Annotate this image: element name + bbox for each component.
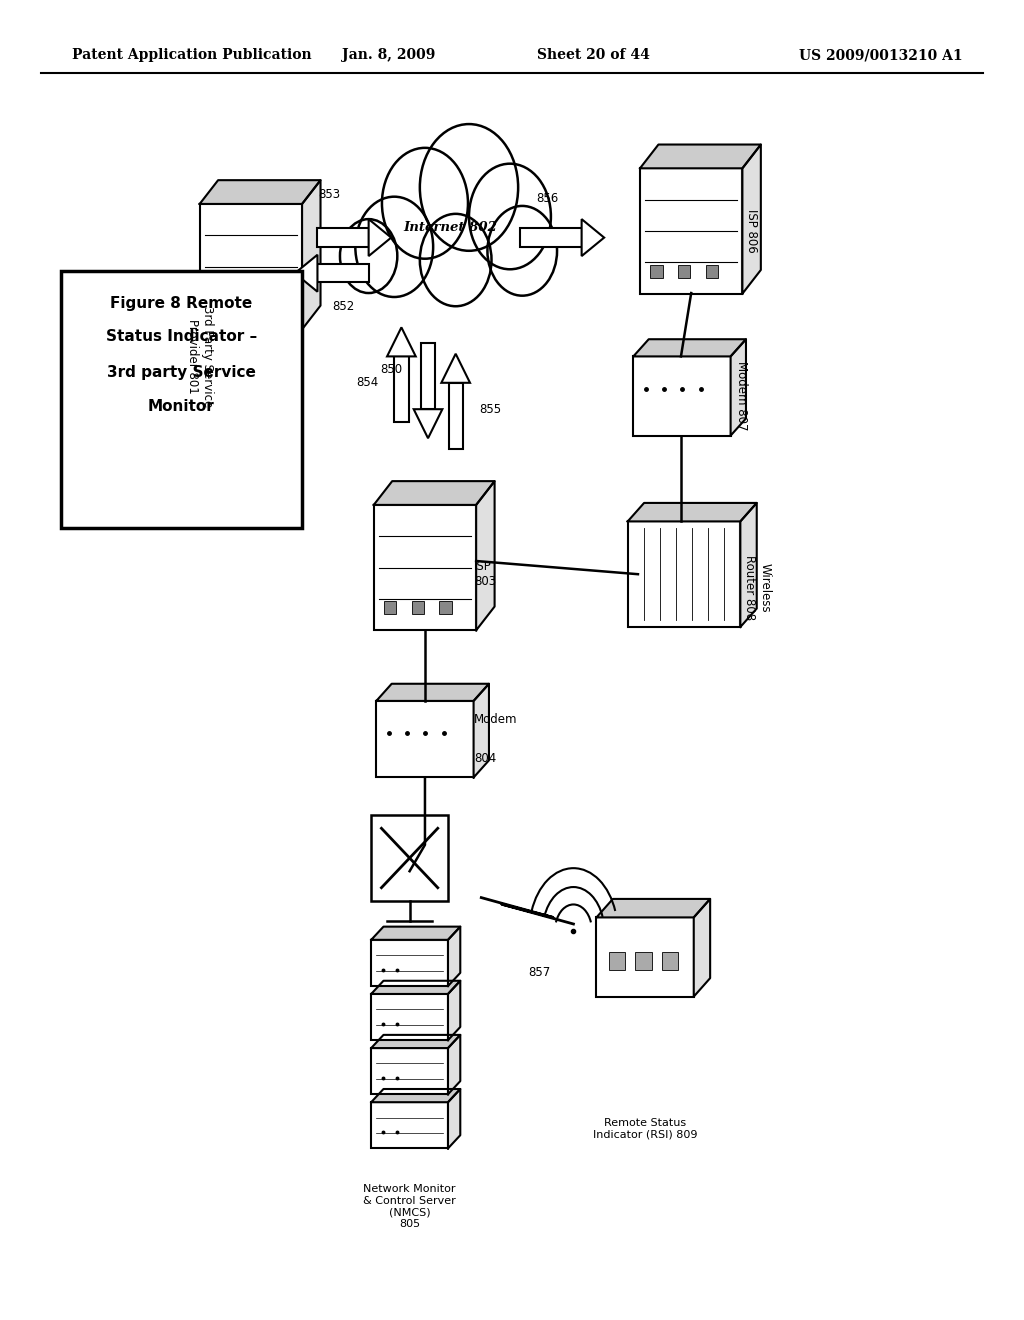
- FancyBboxPatch shape: [265, 300, 278, 313]
- Polygon shape: [476, 482, 495, 631]
- Polygon shape: [473, 684, 489, 777]
- Text: Sheet 20 of 44: Sheet 20 of 44: [538, 49, 650, 62]
- Polygon shape: [295, 255, 317, 292]
- FancyBboxPatch shape: [663, 952, 679, 970]
- Polygon shape: [742, 144, 761, 294]
- Text: Internet 802: Internet 802: [403, 220, 498, 234]
- Polygon shape: [372, 1035, 461, 1048]
- FancyBboxPatch shape: [421, 343, 435, 409]
- FancyBboxPatch shape: [608, 952, 625, 970]
- FancyBboxPatch shape: [61, 271, 302, 528]
- Text: ISP
803: ISP 803: [474, 560, 497, 589]
- Circle shape: [420, 214, 492, 306]
- Polygon shape: [387, 327, 416, 356]
- Circle shape: [340, 219, 397, 293]
- Polygon shape: [449, 1035, 461, 1094]
- Text: US 2009/0013210 A1: US 2009/0013210 A1: [799, 49, 963, 62]
- Circle shape: [469, 164, 551, 269]
- FancyBboxPatch shape: [372, 940, 449, 986]
- FancyBboxPatch shape: [640, 169, 742, 294]
- Text: Modem: Modem: [474, 713, 517, 726]
- Polygon shape: [200, 180, 321, 205]
- Polygon shape: [582, 219, 604, 256]
- FancyBboxPatch shape: [449, 383, 463, 449]
- Text: 852: 852: [332, 300, 354, 313]
- FancyBboxPatch shape: [520, 228, 582, 247]
- Polygon shape: [596, 899, 711, 917]
- FancyBboxPatch shape: [412, 602, 424, 615]
- Polygon shape: [414, 409, 442, 438]
- Polygon shape: [740, 503, 757, 627]
- Text: 856: 856: [537, 191, 559, 205]
- FancyBboxPatch shape: [678, 264, 690, 279]
- Circle shape: [487, 206, 557, 296]
- Polygon shape: [449, 1089, 461, 1148]
- FancyBboxPatch shape: [372, 814, 449, 900]
- FancyBboxPatch shape: [439, 602, 452, 615]
- Text: Network Monitor
& Control Server
(NMCS)
805: Network Monitor & Control Server (NMCS) …: [364, 1184, 456, 1229]
- Text: 853: 853: [318, 187, 341, 201]
- Polygon shape: [377, 684, 489, 701]
- Text: 857: 857: [528, 966, 551, 979]
- FancyBboxPatch shape: [317, 264, 369, 282]
- Polygon shape: [372, 1089, 461, 1102]
- Text: Modem 807: Modem 807: [735, 362, 749, 430]
- FancyBboxPatch shape: [210, 300, 222, 313]
- FancyBboxPatch shape: [384, 602, 396, 615]
- Polygon shape: [372, 981, 461, 994]
- Polygon shape: [628, 503, 757, 521]
- Polygon shape: [731, 339, 745, 436]
- FancyBboxPatch shape: [372, 994, 449, 1040]
- Polygon shape: [449, 927, 461, 986]
- Polygon shape: [640, 144, 761, 169]
- Polygon shape: [633, 339, 745, 356]
- Text: 854: 854: [356, 376, 379, 389]
- Text: Wireless
Router 808: Wireless Router 808: [743, 554, 771, 620]
- Text: Status Indicator –: Status Indicator –: [105, 329, 257, 345]
- FancyBboxPatch shape: [377, 701, 473, 777]
- FancyBboxPatch shape: [628, 521, 740, 627]
- FancyBboxPatch shape: [372, 1048, 449, 1094]
- Polygon shape: [369, 219, 391, 256]
- Polygon shape: [372, 927, 461, 940]
- Polygon shape: [374, 482, 495, 506]
- Text: Patent Application Publication: Patent Application Publication: [72, 49, 311, 62]
- Text: 3rd Party Service
Provider 801: 3rd Party Service Provider 801: [185, 306, 214, 408]
- FancyBboxPatch shape: [317, 228, 369, 247]
- Text: 3rd party Service: 3rd party Service: [106, 364, 256, 380]
- Polygon shape: [449, 981, 461, 1040]
- Polygon shape: [441, 354, 470, 383]
- Polygon shape: [302, 180, 321, 329]
- Text: Monitor: Monitor: [147, 399, 215, 414]
- FancyBboxPatch shape: [596, 917, 694, 997]
- Text: 855: 855: [479, 403, 502, 416]
- Text: Remote Status
Indicator (RSI) 809: Remote Status Indicator (RSI) 809: [593, 1118, 697, 1139]
- FancyBboxPatch shape: [635, 952, 652, 970]
- FancyBboxPatch shape: [633, 356, 731, 436]
- FancyBboxPatch shape: [238, 300, 250, 313]
- FancyBboxPatch shape: [650, 264, 663, 279]
- Text: Figure 8 Remote: Figure 8 Remote: [111, 296, 252, 312]
- Text: 850: 850: [380, 363, 402, 376]
- FancyBboxPatch shape: [706, 264, 718, 279]
- Text: Jan. 8, 2009: Jan. 8, 2009: [342, 49, 436, 62]
- FancyBboxPatch shape: [374, 506, 476, 631]
- Text: 804: 804: [474, 752, 497, 766]
- Circle shape: [382, 148, 468, 259]
- Circle shape: [420, 124, 518, 251]
- FancyBboxPatch shape: [394, 356, 409, 422]
- FancyBboxPatch shape: [372, 1102, 449, 1148]
- FancyBboxPatch shape: [200, 205, 302, 329]
- Text: ISP 806: ISP 806: [745, 209, 759, 253]
- Polygon shape: [694, 899, 711, 997]
- Circle shape: [355, 197, 433, 297]
